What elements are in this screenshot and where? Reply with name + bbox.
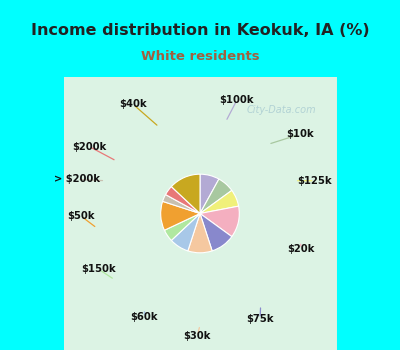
Wedge shape [200, 214, 232, 251]
Wedge shape [188, 214, 212, 253]
Text: City-Data.com: City-Data.com [247, 105, 317, 115]
Wedge shape [200, 174, 219, 214]
Wedge shape [171, 214, 200, 251]
Text: $125k: $125k [297, 176, 332, 186]
Text: $40k: $40k [119, 99, 147, 109]
Text: $100k: $100k [220, 95, 254, 105]
Wedge shape [200, 179, 232, 214]
Text: $50k: $50k [68, 211, 95, 221]
Text: $150k: $150k [82, 265, 116, 274]
Wedge shape [164, 214, 200, 240]
Wedge shape [171, 174, 200, 214]
Text: $200k: $200k [72, 142, 106, 152]
Text: $10k: $10k [286, 130, 314, 139]
Text: White residents: White residents [141, 50, 259, 63]
Wedge shape [161, 201, 200, 230]
Wedge shape [163, 195, 200, 214]
Text: Income distribution in Keokuk, IA (%): Income distribution in Keokuk, IA (%) [31, 23, 369, 38]
Text: > $200k: > $200k [54, 174, 100, 184]
Wedge shape [200, 190, 239, 214]
Text: $20k: $20k [287, 244, 315, 254]
Text: $30k: $30k [184, 331, 211, 341]
Wedge shape [166, 187, 200, 214]
Text: $75k: $75k [246, 314, 274, 324]
Wedge shape [200, 206, 239, 237]
Text: $60k: $60k [130, 312, 158, 322]
